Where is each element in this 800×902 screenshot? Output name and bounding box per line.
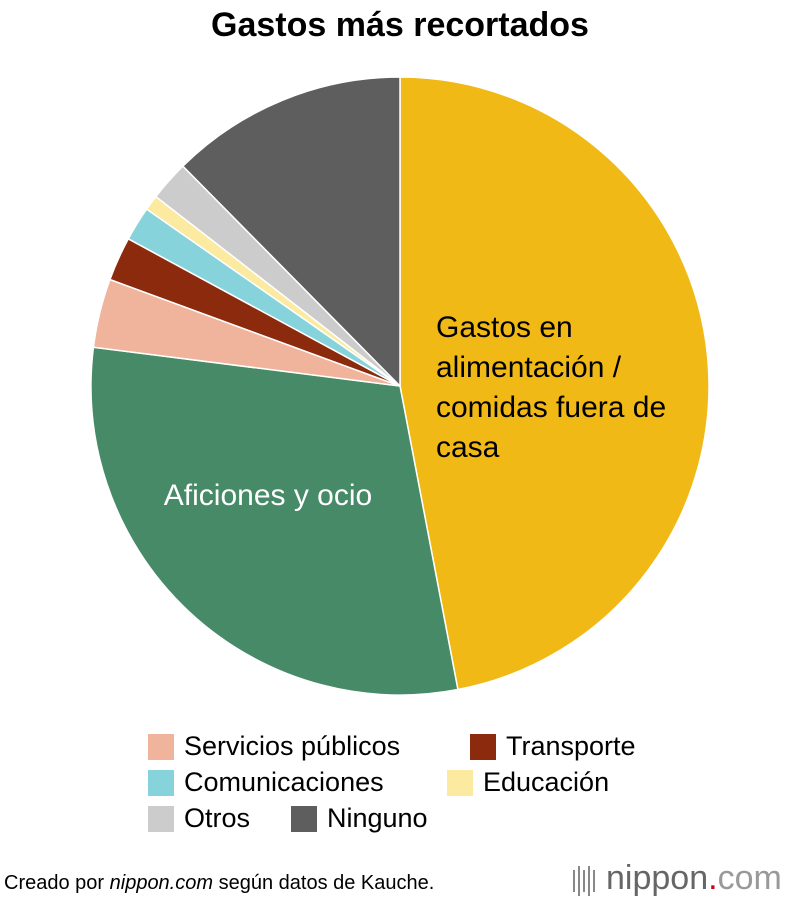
legend-label: Comunicaciones	[184, 767, 384, 797]
slice-label: Gastos en alimentación / comidas fuera d…	[436, 311, 667, 464]
source-site: nippon.com	[110, 872, 213, 894]
logo-bar	[588, 866, 590, 896]
logo-bar	[583, 870, 585, 892]
source-note: Creado por nippon.com según datos de Kau…	[4, 872, 434, 894]
chart-title: Gastos más recortados	[211, 6, 589, 44]
legend-swatch	[291, 806, 317, 832]
legend-label: Otros	[184, 803, 250, 833]
legend-swatch	[148, 806, 174, 832]
legend-label: Ninguno	[327, 803, 428, 833]
legend-swatch	[470, 734, 496, 760]
legend-swatch	[148, 734, 174, 760]
legend-swatch	[447, 770, 473, 796]
logo-name: nippon	[606, 859, 708, 897]
source-prefix: Creado por	[4, 872, 104, 894]
logo-text: nippon.com	[606, 859, 782, 897]
pie-slice	[181, 76, 401, 388]
legend-label: Transporte	[506, 731, 636, 761]
legend-label: Servicios públicos	[184, 731, 400, 761]
slice-label-box: Gastos en alimentación / comidas fuera d…	[436, 311, 667, 464]
logo-bar	[578, 866, 580, 896]
logo-tld: com	[718, 859, 782, 897]
pie-slice	[399, 76, 710, 691]
legend-label: Educación	[483, 767, 609, 797]
logo-bar	[593, 870, 595, 892]
logo-bar	[573, 870, 575, 892]
pie-slice	[90, 346, 459, 696]
logo: nippon.com	[573, 859, 782, 897]
source-suffix: según datos de Kauche.	[219, 872, 435, 894]
legend-swatch	[148, 770, 174, 796]
slice-label: Aficiones y ocio	[164, 479, 372, 512]
logo-dot: .	[708, 859, 717, 897]
